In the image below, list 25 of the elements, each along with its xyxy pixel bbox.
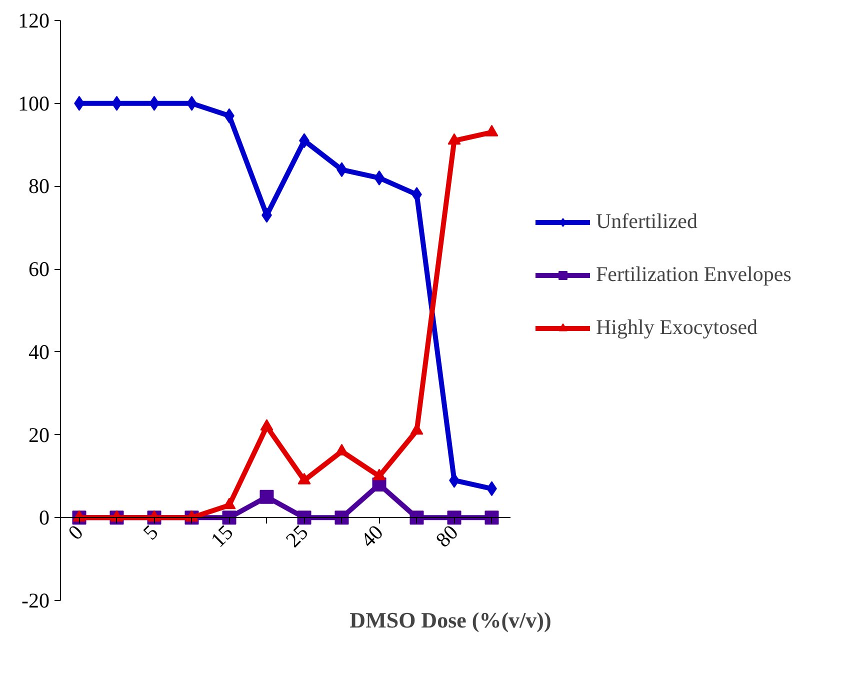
x-tick-label: 5 xyxy=(138,520,163,545)
point xyxy=(412,187,422,202)
y-tick-label: 60 xyxy=(28,257,50,282)
x-tick-label: 15 xyxy=(206,520,238,552)
point xyxy=(260,490,274,504)
x-axis-title: DMSO Dose (%(v/v)) xyxy=(350,608,552,632)
x-tick-label: 25 xyxy=(280,520,313,552)
point xyxy=(484,510,499,525)
legend-label: Unfertilized xyxy=(596,209,698,234)
point xyxy=(447,510,462,525)
y-tick-label: 40 xyxy=(28,340,50,364)
point xyxy=(222,510,236,525)
legend-label: Fertilization Envelopes xyxy=(596,262,792,287)
y-tick-label: 120 xyxy=(18,8,50,32)
x-tick-label: 40 xyxy=(356,520,388,552)
point xyxy=(297,510,312,525)
y-tick-label: 80 xyxy=(28,174,50,198)
legend-label: Highly Exocytosed xyxy=(596,315,758,340)
y-tick-label: 100 xyxy=(18,91,50,116)
point xyxy=(410,510,424,525)
x-tick-label: 80 xyxy=(430,520,463,552)
y-tick-label: 20 xyxy=(28,422,50,447)
y-tick-label: -20 xyxy=(22,588,50,612)
x-tick-label: 0 xyxy=(63,520,88,545)
point xyxy=(334,510,349,525)
